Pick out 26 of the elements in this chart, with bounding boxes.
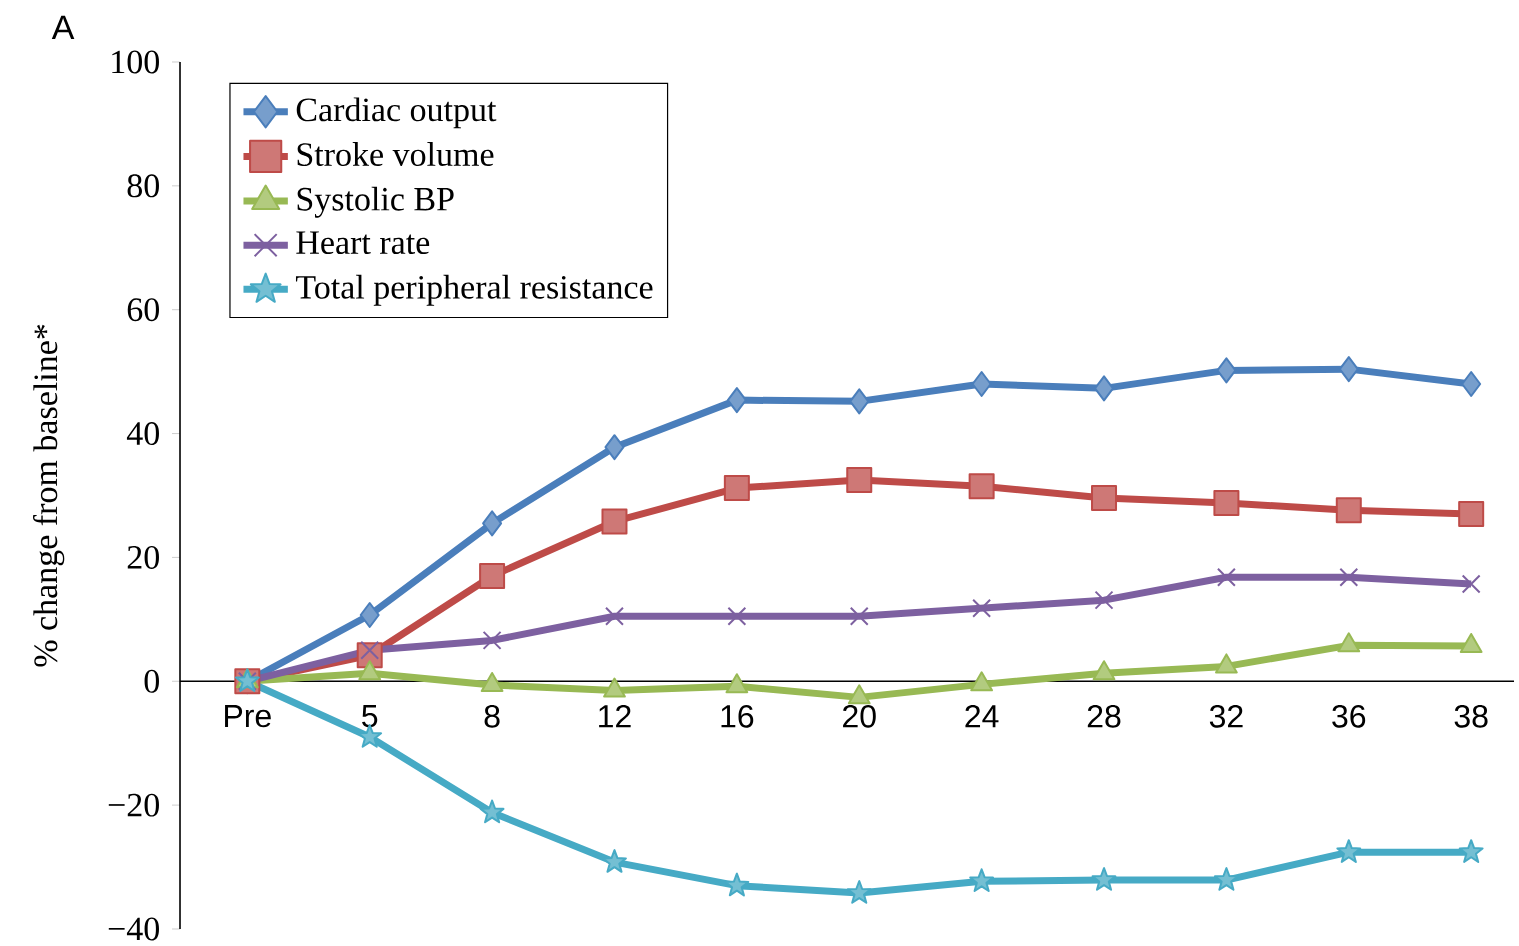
y-tick-label: −40 [108, 917, 159, 941]
legend-label: Cardiac output [296, 97, 497, 129]
y-tick-label: 60 [127, 298, 159, 322]
legend-label: Systolic BP [297, 186, 454, 218]
legend-label: Stroke volume [297, 142, 494, 167]
x-tick-label: 28 [1087, 705, 1121, 728]
x-tick-label: 32 [1209, 705, 1243, 728]
y-tick-label: 80 [127, 174, 159, 198]
y-axis-title: % change from baseline* [33, 324, 65, 667]
x-tick-label: Pre [225, 705, 271, 728]
x-tick-label: 20 [843, 705, 876, 728]
legend-label: Heart rate [296, 231, 430, 255]
y-tick-label: 40 [126, 422, 159, 446]
x-tick-label: 16 [721, 705, 754, 728]
x-tick-label: 24 [965, 705, 999, 728]
y-tick-label: 100 [112, 50, 159, 74]
x-tick-label: 5 [362, 705, 378, 728]
x-tick-label: 12 [599, 705, 631, 728]
y-tick-label: 20 [127, 545, 159, 569]
x-tick-label: 36 [1332, 705, 1366, 728]
text: A [51, 15, 75, 40]
x-tick-label: 38 [1454, 705, 1488, 728]
legend-label: Total peripheral resistance [295, 274, 653, 306]
y-tick-label: 0 [144, 669, 159, 693]
x-tick-label: 8 [484, 705, 500, 728]
y-tick-label: −20 [108, 793, 159, 817]
